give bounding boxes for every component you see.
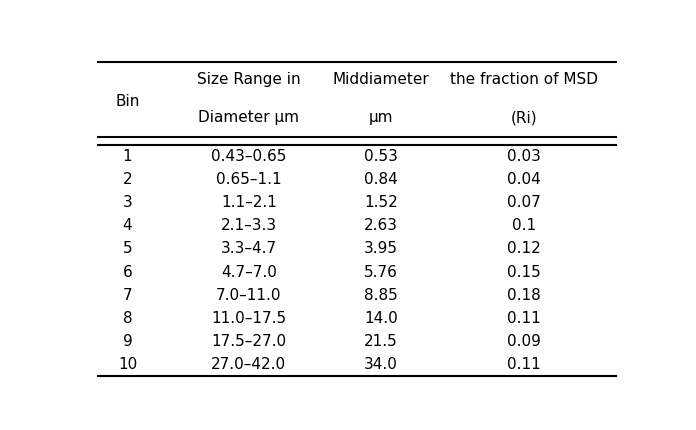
Text: 1.1–2.1: 1.1–2.1	[221, 195, 277, 210]
Text: 2: 2	[122, 172, 132, 187]
Text: Bin: Bin	[116, 94, 140, 109]
Text: 4.7–7.0: 4.7–7.0	[221, 264, 277, 280]
Text: 0.04: 0.04	[507, 172, 541, 187]
Text: Middiameter: Middiameter	[333, 72, 429, 87]
Text: (Ri): (Ri)	[511, 111, 537, 125]
Text: 0.84: 0.84	[364, 172, 398, 187]
Text: 0.53: 0.53	[364, 149, 398, 164]
Text: 1: 1	[122, 149, 132, 164]
Text: 8: 8	[122, 311, 132, 326]
Text: 0.1: 0.1	[512, 218, 536, 233]
Text: 8.85: 8.85	[364, 288, 398, 303]
Text: 3.95: 3.95	[364, 242, 398, 256]
Text: 7.0–11.0: 7.0–11.0	[216, 288, 282, 303]
Text: Size Range in: Size Range in	[197, 72, 301, 87]
Text: 17.5–27.0: 17.5–27.0	[212, 334, 286, 349]
Text: 2.63: 2.63	[364, 218, 398, 233]
Text: 5: 5	[122, 242, 132, 256]
Text: 34.0: 34.0	[364, 357, 398, 372]
Text: 4: 4	[122, 218, 132, 233]
Text: 27.0–42.0: 27.0–42.0	[212, 357, 286, 372]
Text: 9: 9	[122, 334, 132, 349]
Text: 0.65–1.1: 0.65–1.1	[216, 172, 282, 187]
Text: the fraction of MSD: the fraction of MSD	[450, 72, 598, 87]
Text: 0.03: 0.03	[507, 149, 541, 164]
Text: 2.1–3.3: 2.1–3.3	[221, 218, 277, 233]
Text: 0.07: 0.07	[507, 195, 541, 210]
Text: 0.18: 0.18	[507, 288, 541, 303]
Text: 6: 6	[122, 264, 132, 280]
Text: μm: μm	[369, 111, 393, 125]
Text: 0.15: 0.15	[507, 264, 541, 280]
Text: 0.12: 0.12	[507, 242, 541, 256]
Text: 1.52: 1.52	[364, 195, 398, 210]
Text: 0.11: 0.11	[507, 311, 541, 326]
Text: 5.76: 5.76	[364, 264, 398, 280]
Text: 7: 7	[122, 288, 132, 303]
Text: 0.09: 0.09	[507, 334, 541, 349]
Text: Diameter μm: Diameter μm	[198, 111, 299, 125]
Text: 0.43–0.65: 0.43–0.65	[211, 149, 287, 164]
Text: 0.11: 0.11	[507, 357, 541, 372]
Text: 21.5: 21.5	[364, 334, 398, 349]
Text: 10: 10	[118, 357, 137, 372]
Text: 11.0–17.5: 11.0–17.5	[212, 311, 286, 326]
Text: 14.0: 14.0	[364, 311, 398, 326]
Text: 3.3–4.7: 3.3–4.7	[221, 242, 277, 256]
Text: 3: 3	[122, 195, 132, 210]
